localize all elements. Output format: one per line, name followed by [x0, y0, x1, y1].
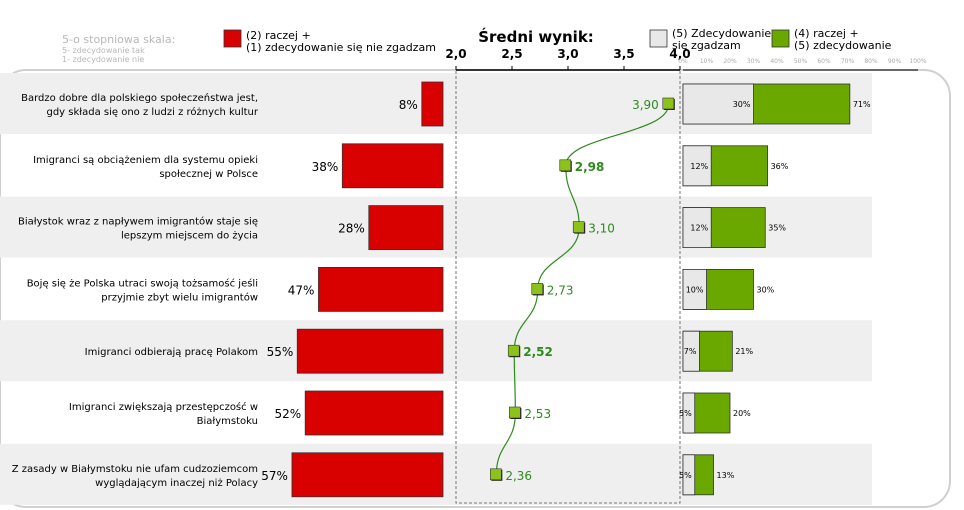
disagree-bar	[421, 81, 444, 127]
agree-bar-label: 36%	[771, 162, 789, 171]
legend-neutral-line-1: (5) Zdecydowanie	[672, 27, 771, 40]
legend-swatch-agree	[771, 29, 790, 48]
mean-value-label: 2,53	[524, 407, 551, 421]
category-label: Bardzo dobre dla polskiego społeczeństwa…	[21, 92, 259, 118]
right-tick-label: 0%	[678, 58, 688, 65]
disagree-bar-label: 47%	[288, 283, 315, 297]
legend-disagree-line-1: (2) raczej +	[246, 29, 311, 42]
mean-axis-ticks: 2,0 2,5 3,0 3,5 4,0	[445, 47, 691, 70]
agree-bar-label: 20%	[733, 409, 751, 418]
neutral-bar	[682, 454, 696, 496]
disagree-bar	[341, 143, 444, 189]
agree-bar-label: 71%	[853, 100, 871, 109]
category-label: Białystok wraz z napływem imigrantów sta…	[18, 216, 258, 242]
right-tick-label: 30%	[747, 58, 761, 65]
neutral-bar-label: 5%	[679, 409, 692, 418]
disagree-bar-label: 8%	[399, 98, 418, 112]
agree-bar-label: 13%	[717, 471, 735, 480]
neutral-bar-label: 12%	[690, 224, 708, 233]
neutral-bar	[682, 268, 707, 310]
mean-tick-label: 4,0	[669, 47, 690, 61]
mean-marker	[572, 221, 585, 233]
category-label: Imigranci są obciążeniem dla systemu opi…	[33, 155, 258, 180]
legend-swatch-disagree	[223, 29, 242, 48]
mean-marker	[509, 406, 521, 419]
neutral-bar-label: 12%	[690, 162, 708, 171]
right-tick-label: 50%	[794, 58, 808, 65]
right-tick-label: 100%	[909, 58, 926, 65]
mean-value-label: 2,52	[523, 345, 553, 359]
mean-value-label: 3,10	[588, 222, 615, 236]
right-tick-label: 90%	[888, 58, 902, 65]
neutral-bar	[682, 207, 712, 249]
mean-tick-label: 2,0	[445, 47, 466, 61]
mean-title: Średni wynik:	[478, 27, 594, 46]
neutral-bar	[682, 145, 712, 187]
disagree-bar	[296, 328, 444, 374]
legend-swatch-neutral	[649, 29, 668, 48]
mean-tick-label: 3,0	[557, 47, 578, 61]
agree-bar-label: 30%	[757, 285, 775, 294]
scale-line-2: 1- zdecydowanie nie	[62, 55, 144, 64]
mean-tick-label: 2,5	[501, 47, 522, 61]
disagree-bar-label: 38%	[312, 160, 339, 174]
legend-neutral-line-2: się zgadzam	[672, 39, 741, 52]
legend-agree-line-2: (5) zdecydowanie	[794, 39, 892, 52]
category-label: Imigranci odbierają pracę Polakom	[85, 347, 258, 358]
right-tick-label: 20%	[723, 58, 737, 65]
agree-bar-label: 35%	[768, 224, 786, 233]
disagree-bar	[304, 390, 444, 436]
disagree-bar-label: 28%	[338, 222, 365, 236]
category-labels: Bardzo dobre dla polskiego społeczeństwa…	[12, 92, 259, 489]
category-label: Imigranci zwiększają przestępczość w Biał…	[69, 401, 258, 427]
neutral-bar	[682, 330, 700, 372]
neutral-bar-label: 10%	[686, 285, 704, 294]
right-tick-label: 10%	[700, 58, 714, 65]
disagree-bars: 8% 38% 28% 47% 55% 52% 57%	[261, 81, 444, 498]
category-label: Boję się że Polska utraci swoją tożsamoś…	[27, 277, 258, 303]
agree-bar-label: 21%	[735, 347, 753, 356]
disagree-bar	[291, 452, 444, 498]
neutral-bar	[682, 392, 696, 434]
mean-tick-label: 3,5	[613, 47, 634, 61]
mean-value-label: 2,73	[547, 283, 574, 297]
disagree-bar	[368, 205, 444, 251]
agree-bars: 30% 71% 12% 36% 12% 35% 10% 30% 7% 21% 5% 20% 5% 13%	[679, 83, 871, 496]
mean-value-label: 3,90	[632, 98, 659, 112]
scale-line-1: 5- zdecydowanie tak	[62, 46, 145, 55]
neutral-bar-label: 30%	[733, 100, 751, 109]
legend-agree-line-1: (4) raczej +	[794, 27, 859, 40]
disagree-bar-label: 52%	[275, 407, 302, 421]
mean-marker	[559, 159, 572, 172]
right-tick-label: 80%	[864, 58, 878, 65]
disagree-bar-label: 55%	[267, 345, 294, 359]
neutral-bar-label: 5%	[679, 471, 692, 480]
mean-marker	[507, 344, 520, 357]
category-label: Z zasady w Białymstoku nie ufam cudzozie…	[12, 464, 258, 489]
mean-marker	[662, 97, 675, 110]
mean-marker	[490, 468, 502, 481]
mean-marker	[531, 283, 544, 295]
right-tick-label: 40%	[770, 58, 784, 65]
right-tick-label: 60%	[817, 58, 831, 65]
scale-title: 5-o stopniowa skala:	[62, 33, 175, 46]
disagree-bar-label: 57%	[261, 469, 288, 483]
right-tick-label: 70%	[841, 58, 855, 65]
mean-value-label: 2,36	[505, 469, 532, 483]
neutral-bar-label: 7%	[684, 347, 697, 356]
mean-series: 3,90 2,98 3,10 2,73 2,52 2,53 2,36	[490, 97, 675, 483]
disagree-bar	[318, 266, 444, 312]
legend-disagree-line-2: (1) zdecydowanie się nie zgadzam	[246, 41, 436, 54]
neutral-bar	[682, 83, 754, 125]
mean-value-label: 2,98	[575, 160, 605, 174]
right-axis-ticks: 0% 10% 20% 30% 40% 50% 60% 70% 80% 90% 100%	[678, 58, 927, 65]
